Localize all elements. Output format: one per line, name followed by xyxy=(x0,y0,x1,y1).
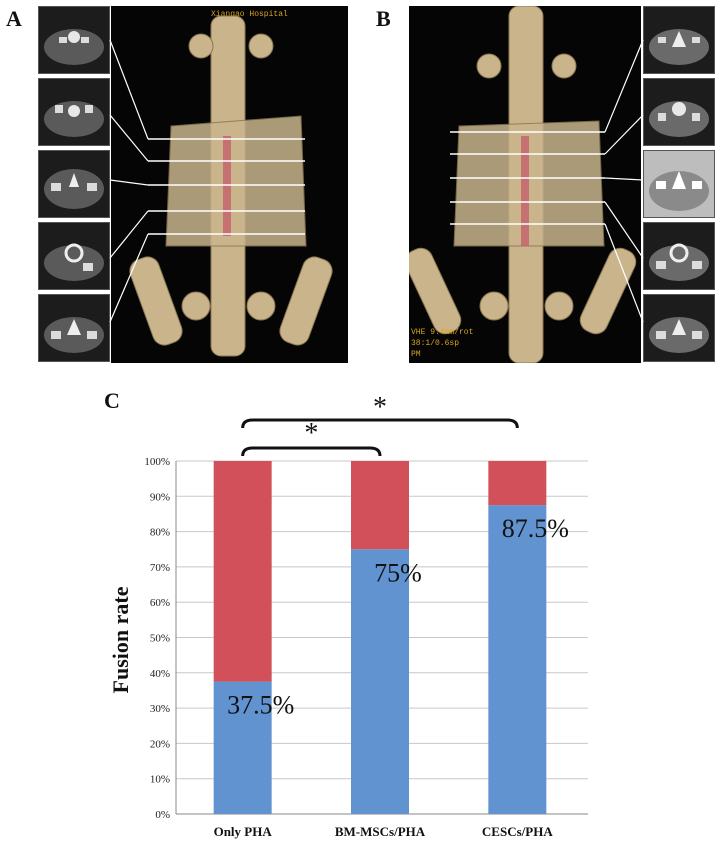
ct-slices-a xyxy=(38,6,110,366)
significance-bracket xyxy=(241,418,519,429)
x-tick-label: CESCs/PHA xyxy=(482,824,553,839)
ct-slice-image xyxy=(38,150,110,218)
ct-slice-image xyxy=(643,6,715,74)
x-tick-label: Only PHA xyxy=(214,824,273,839)
render-overlay-text: PM xyxy=(411,350,421,359)
y-tick-label: 60% xyxy=(150,597,170,609)
bar-not-fused xyxy=(213,461,272,682)
panel-label-a: A xyxy=(6,6,22,31)
bar-not-fused xyxy=(488,461,547,506)
y-tick-label: 50% xyxy=(150,633,170,645)
data-label: 37.5% xyxy=(227,691,294,720)
panel-label-b: B xyxy=(376,6,391,31)
render-overlay-text: VHE 9.4mm/rot xyxy=(411,328,473,337)
y-tick-label: 70% xyxy=(150,562,170,574)
bar-fused xyxy=(213,681,272,814)
y-tick-label: 0% xyxy=(155,809,170,821)
y-tick-label: 30% xyxy=(150,703,170,715)
fusion-rate-chart: 0% 10% 20% 30% 40% 50% 60% 70% 80% 90% 100% Only P… xyxy=(108,392,588,839)
data-label: 75% xyxy=(374,558,422,587)
significance-star: * xyxy=(373,392,387,423)
render-overlay-text: Xiangao Hospital xyxy=(211,10,288,19)
y-tick-label: 90% xyxy=(150,491,170,503)
panel-label-c: C xyxy=(104,388,120,413)
level-lines-a xyxy=(109,39,305,323)
ct-slice-image xyxy=(643,294,715,362)
y-tick-label: 80% xyxy=(150,527,170,539)
data-label: 87.5% xyxy=(502,514,569,543)
ct-slice-image xyxy=(38,294,110,362)
y-tick-label: 10% xyxy=(150,774,170,786)
chart-labels: Only PHA 37.5% BM-MSCs/PHA 75% CESCs/PHA 87.5… xyxy=(214,514,569,839)
significance-star: * xyxy=(304,418,318,449)
spine-render-b: VHE 9.4mm/rot 38:1/0.6sp PM xyxy=(404,5,641,364)
y-tick-label: 40% xyxy=(150,668,170,680)
ct-slice-image xyxy=(643,222,715,290)
significance-bracket xyxy=(241,446,382,457)
bar-fused xyxy=(488,505,547,814)
ct-slice-image xyxy=(38,222,110,290)
y-tick-label: 100% xyxy=(144,456,170,468)
bar-not-fused xyxy=(351,461,409,550)
render-overlay-text: 38:1/0.6sp xyxy=(411,339,459,348)
ct-slice-image xyxy=(643,150,715,218)
y-tick-label: 20% xyxy=(150,738,170,750)
chart-bars xyxy=(213,461,547,814)
bar-fused xyxy=(351,549,409,814)
ct-slices-b xyxy=(643,6,715,366)
significance-brackets: ** xyxy=(241,392,519,457)
x-tick-label: BM-MSCs/PHA xyxy=(335,824,426,839)
y-axis-label: Fusion rate xyxy=(108,586,133,693)
level-lines-b xyxy=(450,39,644,323)
ct-slice-image xyxy=(38,6,110,74)
ct-slice-image xyxy=(643,78,715,146)
ct-slice-image xyxy=(38,78,110,146)
